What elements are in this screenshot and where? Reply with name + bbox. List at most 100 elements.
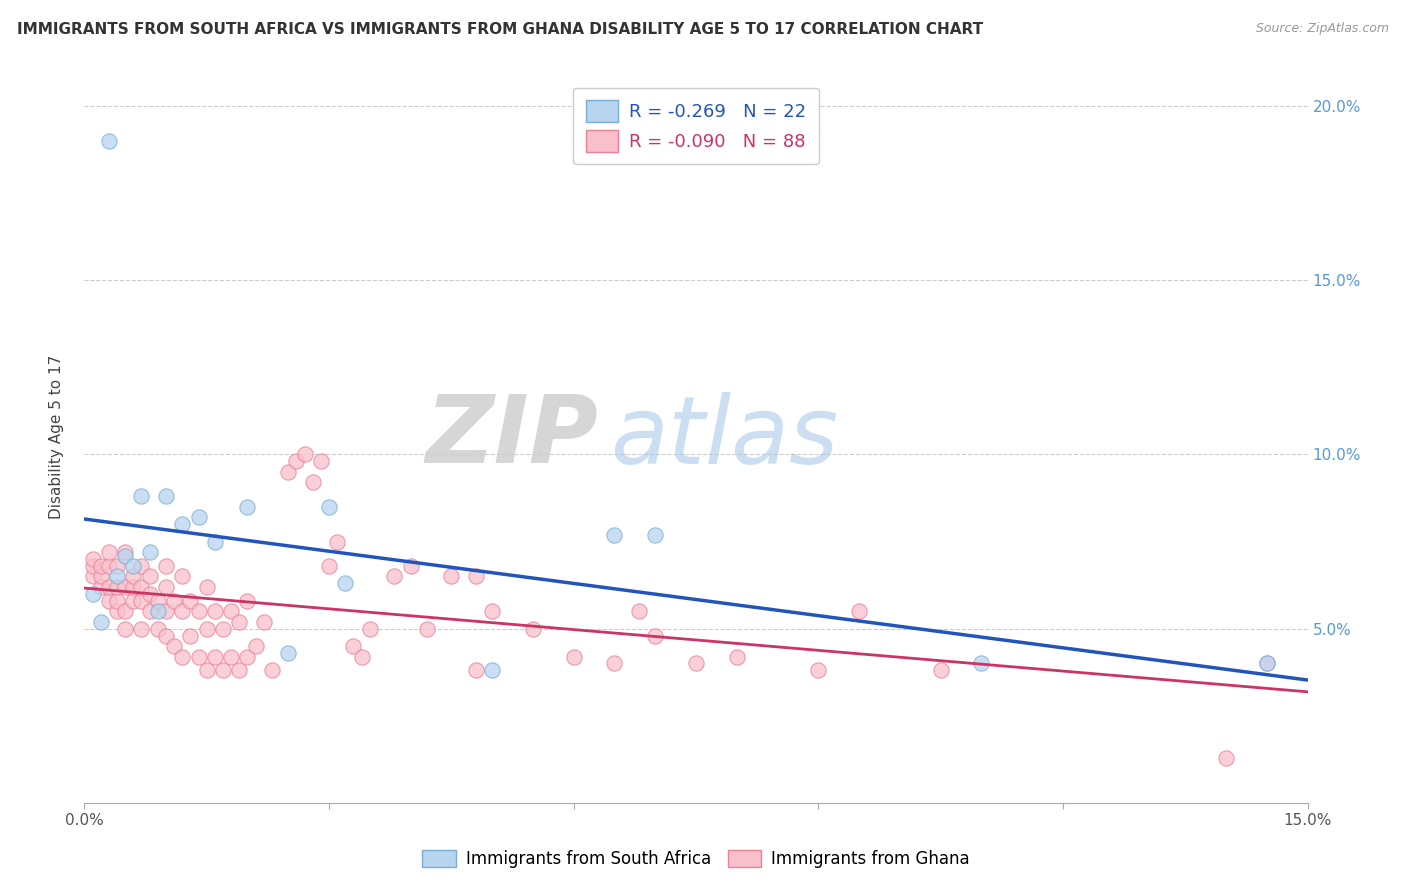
Point (155, 629, 177, 643)
Point (204, 534, 226, 549)
Point (294, 448, 316, 462)
Point (97, 134, 120, 148)
Point (97, 558, 120, 573)
Point (172, 569, 194, 583)
Point (131, 489, 153, 503)
Point (131, 580, 153, 594)
Point (131, 558, 153, 573)
Point (285, 454, 308, 468)
Point (105, 558, 128, 573)
Y-axis label: Disability Age 5 to 17: Disability Age 5 to 17 (49, 355, 63, 519)
Point (970, 657, 993, 671)
Text: ZIP: ZIP (425, 391, 598, 483)
Point (236, 649, 259, 664)
Text: IMMIGRANTS FROM SOUTH AFRICA VS IMMIGRANTS FROM GHANA DISABILITY AGE 5 TO 17 COR: IMMIGRANTS FROM SOUTH AFRICA VS IMMIGRAN… (17, 22, 983, 37)
Point (155, 558, 177, 573)
Point (627, 604, 650, 618)
Point (416, 622, 439, 636)
Point (562, 649, 585, 664)
Point (105, 604, 128, 618)
Point (122, 594, 145, 608)
Point (309, 454, 332, 468)
Point (481, 664, 503, 678)
Point (97, 580, 120, 594)
Point (195, 664, 218, 678)
Point (114, 549, 136, 563)
Point (464, 569, 486, 583)
Point (644, 629, 666, 643)
Point (131, 622, 153, 636)
Point (82, 569, 104, 583)
Point (228, 615, 250, 629)
Point (253, 615, 276, 629)
Point (122, 580, 145, 594)
Point (146, 604, 169, 618)
Point (326, 534, 349, 549)
Point (122, 569, 145, 583)
Point (90, 580, 112, 594)
Point (97, 545, 120, 559)
Text: Source: ZipAtlas.com: Source: ZipAtlas.com (1256, 22, 1389, 36)
Point (1215, 750, 1237, 764)
Point (236, 500, 259, 514)
Point (464, 664, 486, 678)
Point (114, 604, 136, 618)
Point (163, 594, 186, 608)
Point (335, 576, 357, 591)
Point (172, 604, 194, 618)
Point (350, 649, 373, 664)
Point (82, 587, 104, 601)
Point (359, 622, 381, 636)
Point (90, 558, 112, 573)
Point (155, 604, 177, 618)
Point (342, 639, 364, 653)
Point (179, 594, 201, 608)
Point (725, 649, 748, 664)
Point (236, 594, 259, 608)
Point (187, 604, 209, 618)
Point (138, 569, 160, 583)
Point (481, 604, 503, 618)
Point (82, 552, 104, 566)
Point (644, 527, 666, 541)
Point (301, 475, 323, 490)
Point (318, 558, 340, 573)
Point (138, 604, 160, 618)
Point (172, 517, 194, 532)
Point (929, 664, 952, 678)
Point (277, 646, 299, 660)
Point (195, 580, 218, 594)
Point (82, 558, 104, 573)
Point (105, 580, 128, 594)
Point (212, 622, 235, 636)
Point (187, 510, 209, 524)
Point (219, 649, 242, 664)
Point (440, 569, 463, 583)
Point (90, 615, 112, 629)
Point (399, 558, 422, 573)
Point (146, 594, 169, 608)
Point (260, 664, 283, 678)
Point (685, 657, 707, 671)
Point (219, 604, 242, 618)
Point (228, 664, 250, 678)
Point (114, 545, 136, 559)
Point (277, 465, 299, 479)
Point (163, 639, 186, 653)
Point (848, 604, 870, 618)
Point (195, 622, 218, 636)
Point (603, 657, 626, 671)
Point (114, 622, 136, 636)
Point (204, 649, 226, 664)
Point (131, 594, 153, 608)
Point (603, 527, 626, 541)
Point (179, 629, 201, 643)
Point (138, 587, 160, 601)
Point (212, 664, 235, 678)
Point (138, 545, 160, 559)
Point (146, 622, 169, 636)
Text: atlas: atlas (610, 392, 838, 483)
Point (807, 664, 830, 678)
Point (155, 489, 177, 503)
Point (1256, 657, 1278, 671)
